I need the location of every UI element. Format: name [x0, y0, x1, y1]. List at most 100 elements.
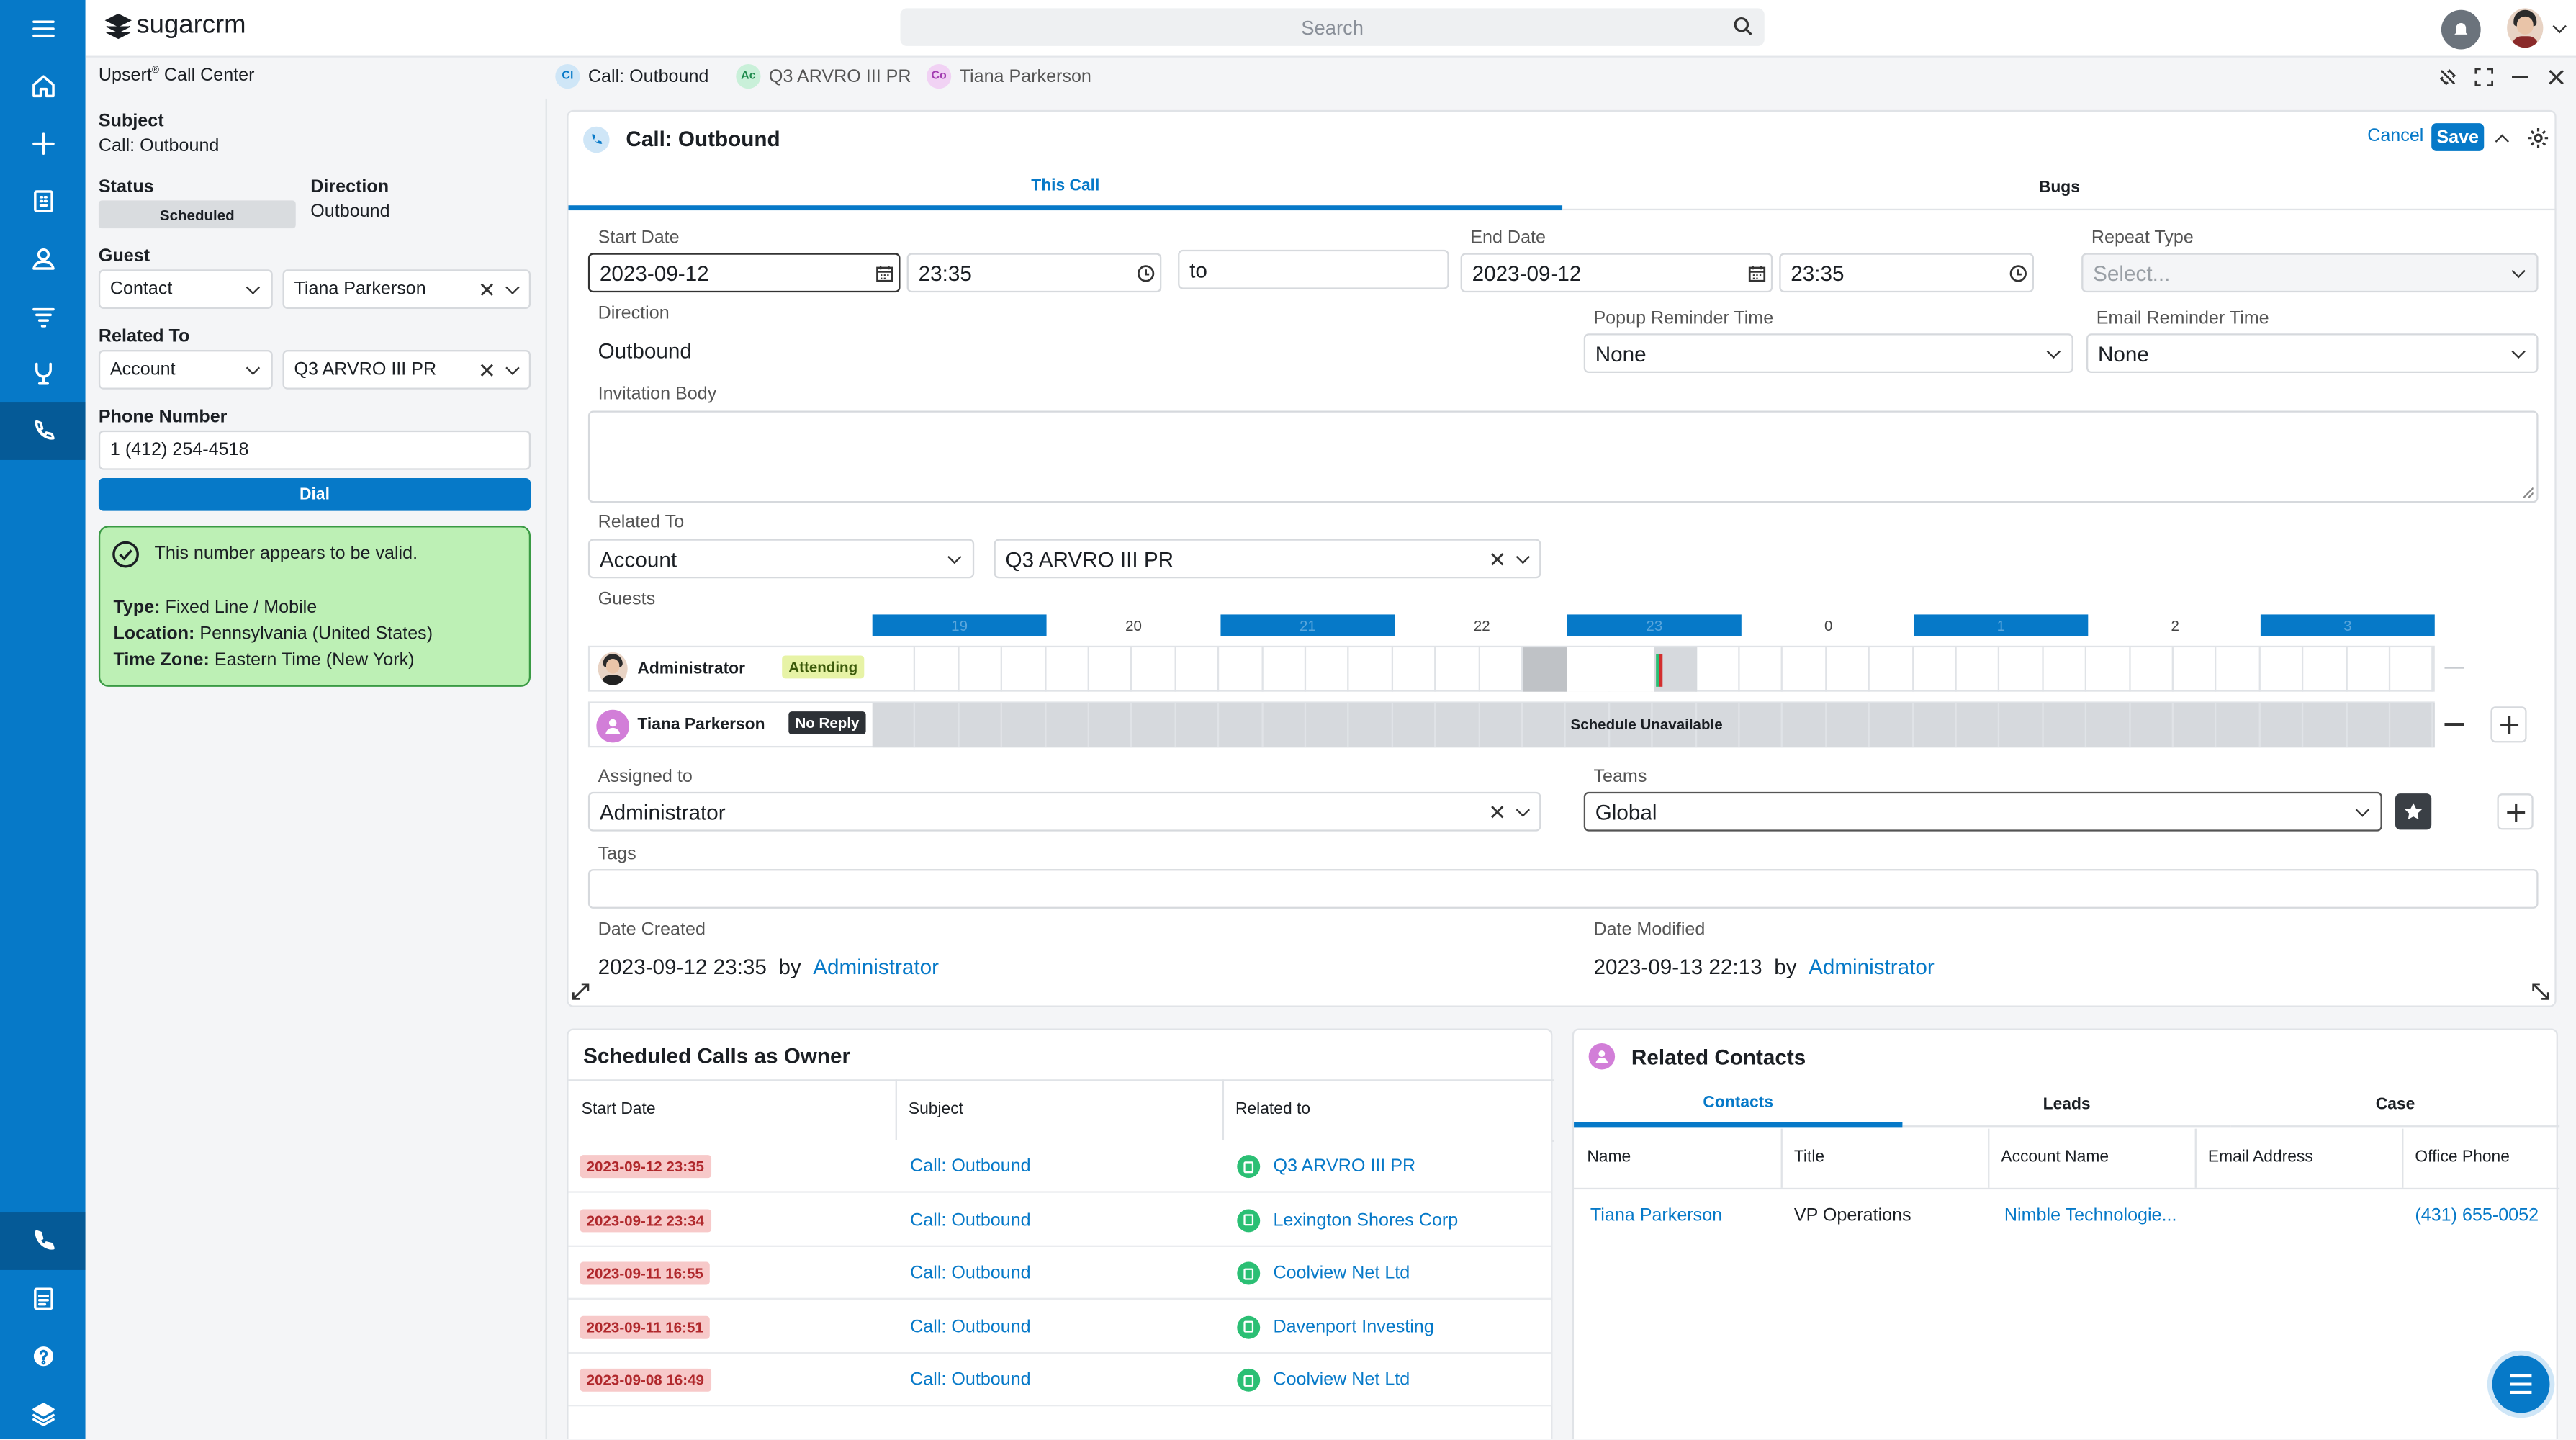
- remove-guest-icon[interactable]: [2444, 723, 2464, 726]
- leads-icon[interactable]: [0, 345, 86, 402]
- phone-icon[interactable]: [0, 1212, 86, 1270]
- resize-corner-icon[interactable]: [2531, 983, 2549, 1001]
- detach-icon[interactable]: [2438, 68, 2457, 87]
- panel-title-rest: Call Center: [158, 66, 255, 86]
- start-date-input[interactable]: 2023-09-12: [587, 253, 901, 293]
- repeat-type-label: Repeat Type: [2091, 228, 2194, 248]
- guest-type-select[interactable]: Contact: [98, 269, 273, 309]
- tab-call[interactable]: Cl Call: Outbound: [555, 63, 708, 89]
- column-related-to[interactable]: Related to: [1235, 1100, 1311, 1119]
- tab-contacts[interactable]: Contacts: [1574, 1084, 1903, 1128]
- expand-arrows-icon[interactable]: [572, 983, 590, 1001]
- contact-name-link[interactable]: Tiana Parkerson: [1590, 1205, 1723, 1226]
- column-account-name[interactable]: Account Name: [2001, 1148, 2109, 1167]
- record-related-type-select[interactable]: Account: [587, 539, 975, 579]
- contact-icon[interactable]: [0, 230, 86, 287]
- expand-icon[interactable]: [2474, 68, 2494, 87]
- layers-icon[interactable]: [0, 1385, 86, 1439]
- notification-bell-icon[interactable]: [2441, 9, 2481, 50]
- cancel-button[interactable]: Cancel: [2367, 126, 2424, 147]
- modified-by-link[interactable]: Administrator: [1809, 954, 1935, 980]
- start-time-input[interactable]: 23:35: [906, 253, 1162, 293]
- help-icon[interactable]: [0, 1328, 86, 1385]
- status-badge[interactable]: Scheduled: [98, 200, 296, 229]
- column-subject[interactable]: Subject: [908, 1100, 964, 1119]
- end-date-input[interactable]: 2023-09-12: [1460, 253, 1773, 293]
- created-by-link[interactable]: Administrator: [813, 954, 939, 980]
- end-time-input[interactable]: 23:35: [1779, 253, 2034, 293]
- clear-icon[interactable]: ✕: [1488, 800, 1507, 825]
- column-email-address[interactable]: Email Address: [2207, 1148, 2313, 1167]
- save-button[interactable]: Save: [2431, 123, 2485, 151]
- call-related-link[interactable]: Coolview Net Ltd: [1273, 1370, 1410, 1390]
- tab-case[interactable]: Case: [2230, 1084, 2560, 1128]
- email-reminder-select[interactable]: None: [2086, 333, 2539, 373]
- tab-contact[interactable]: Co Tiana Parkerson: [926, 63, 1091, 89]
- column-name[interactable]: Name: [1587, 1148, 1631, 1167]
- notes-icon[interactable]: [0, 1270, 86, 1328]
- invitation-body-textarea[interactable]: [587, 410, 2539, 503]
- calendar-icon[interactable]: [875, 264, 893, 282]
- assigned-to-select[interactable]: Administrator ✕: [587, 791, 1541, 832]
- contact-account-link[interactable]: Nimble Technologie...: [2004, 1205, 2177, 1226]
- add-team-button[interactable]: [2497, 793, 2534, 830]
- quick-menu-button[interactable]: [2492, 1355, 2550, 1413]
- search-input[interactable]: Search: [900, 8, 1765, 46]
- repeat-type-value: Select...: [2093, 260, 2171, 285]
- primary-team-star-button[interactable]: [2395, 793, 2432, 830]
- gear-icon[interactable]: [2528, 127, 2549, 148]
- search-icon[interactable]: [1733, 17, 1752, 36]
- clear-icon[interactable]: ✕: [478, 358, 496, 383]
- collapse-chevron-up-icon[interactable]: [2495, 134, 2510, 148]
- call-subject-link[interactable]: Call: Outbound: [910, 1263, 1031, 1284]
- clear-icon[interactable]: ✕: [1488, 546, 1507, 572]
- close-icon[interactable]: [2546, 68, 2566, 87]
- clock-icon[interactable]: [2009, 264, 2027, 282]
- menu-icon[interactable]: [0, 0, 86, 58]
- tags-input[interactable]: [587, 869, 2539, 909]
- dial-button[interactable]: Dial: [98, 478, 531, 511]
- panel-title-text: Upsert: [98, 66, 152, 86]
- related-type-select[interactable]: Account: [98, 350, 273, 390]
- guest-name-select[interactable]: Tiana Parkerson ✕: [282, 269, 531, 309]
- popup-reminder-select[interactable]: None: [1583, 333, 2073, 373]
- clock-icon[interactable]: [1137, 264, 1155, 282]
- calendar-icon[interactable]: [1748, 264, 1766, 282]
- minimize-icon[interactable]: [2510, 68, 2530, 87]
- sugarcrm-logo[interactable]: sugarcrm: [104, 12, 246, 41]
- tab-bugs[interactable]: Bugs: [1562, 168, 2557, 211]
- home-icon[interactable]: [0, 58, 86, 115]
- call-related-link[interactable]: Davenport Investing: [1273, 1316, 1434, 1337]
- filter-icon[interactable]: [0, 287, 86, 345]
- add-guest-button[interactable]: [2490, 706, 2527, 743]
- related-name-select[interactable]: Q3 ARVRO III PR ✕: [282, 350, 531, 390]
- avatar[interactable]: [2507, 8, 2544, 48]
- contact-phone-link[interactable]: (431) 655-0052: [2415, 1205, 2539, 1226]
- call-related-link[interactable]: Lexington Shores Corp: [1273, 1210, 1459, 1230]
- calls-icon[interactable]: [0, 402, 86, 460]
- building-icon[interactable]: [0, 173, 86, 230]
- tab-this-call[interactable]: This Call: [568, 168, 1563, 211]
- avatar-chevron-down-icon[interactable]: [2552, 19, 2567, 34]
- remove-guest-icon[interactable]: [2444, 667, 2464, 670]
- call-subject-link[interactable]: Call: Outbound: [910, 1316, 1031, 1337]
- teams-select[interactable]: Global: [1583, 791, 2382, 832]
- repeat-type-select[interactable]: Select...: [2081, 253, 2539, 293]
- record-related-name-select[interactable]: Q3 ARVRO III PR ✕: [994, 539, 1541, 579]
- column-office-phone[interactable]: Office Phone: [2415, 1148, 2510, 1167]
- call-related-link[interactable]: Q3 ARVRO III PR: [1273, 1156, 1416, 1176]
- call-subject-link[interactable]: Call: Outbound: [910, 1210, 1031, 1230]
- plus-icon[interactable]: [0, 115, 86, 173]
- call-subject-link[interactable]: Call: Outbound: [910, 1156, 1031, 1176]
- tab-leads[interactable]: Leads: [1902, 1084, 2231, 1128]
- column-title[interactable]: Title: [1793, 1148, 1825, 1167]
- call-subject-link[interactable]: Call: Outbound: [910, 1370, 1031, 1390]
- clear-icon[interactable]: ✕: [478, 277, 496, 302]
- tab-account[interactable]: Ac Q3 ARVRO III PR: [736, 63, 911, 89]
- call-related-link[interactable]: Coolview Net Ltd: [1273, 1263, 1410, 1284]
- column-start-date[interactable]: Start Date: [581, 1100, 656, 1119]
- schedule-slot: [1176, 647, 1220, 692]
- phone-input[interactable]: 1 (412) 254-4518: [98, 430, 531, 470]
- chevron-down-icon: [2511, 264, 2526, 279]
- resize-handle-icon[interactable]: [2522, 486, 2534, 498]
